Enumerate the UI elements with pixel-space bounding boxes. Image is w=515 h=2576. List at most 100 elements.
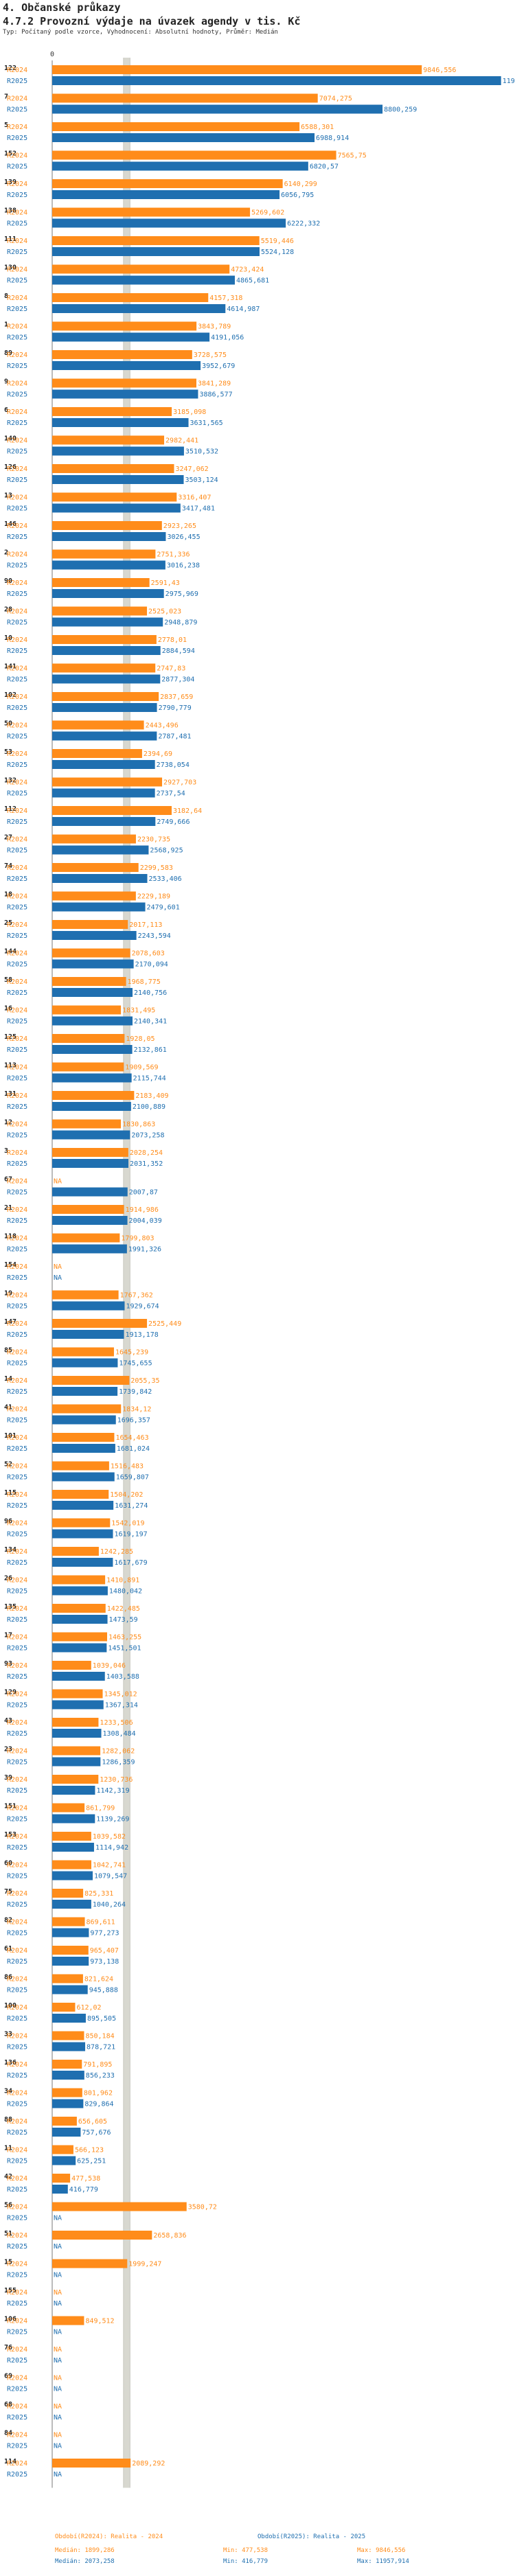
series-label-2024: R2024 — [7, 1548, 27, 1556]
group-label: 111 — [4, 235, 16, 243]
value-label-2025: 1114,942 — [95, 1844, 128, 1852]
bar-2024 — [52, 1661, 91, 1670]
value-label-2025: 3026,455 — [167, 533, 200, 541]
series-label-2024: R2024 — [7, 1463, 27, 1471]
series-label-2024: R2024 — [7, 1862, 27, 1870]
value-label-2025: 4865,681 — [236, 277, 269, 285]
series-label-2024: R2024 — [7, 295, 27, 302]
bar-2025 — [52, 674, 161, 684]
bar-2024 — [52, 863, 139, 872]
value-label-2024: NA — [54, 2375, 62, 2382]
value-label-2024: 2778,01 — [158, 636, 187, 644]
series-label-2024: R2024 — [7, 2175, 27, 2183]
value-label-2025: 829,864 — [84, 2101, 113, 2108]
series-label-2024: R2024 — [7, 579, 27, 587]
series-label-2025: R2025 — [7, 2272, 27, 2279]
group-label: 106 — [4, 2316, 16, 2323]
series-label-2024: R2024 — [7, 2004, 27, 2012]
bar-2025 — [52, 1358, 118, 1368]
value-label-2024: 5519,446 — [261, 238, 294, 245]
series-label-2024: R2024 — [7, 1178, 27, 1186]
group-label: 144 — [4, 948, 16, 956]
value-label-2025: 2738,054 — [157, 761, 190, 769]
value-label-2025: 2568,925 — [150, 847, 183, 855]
value-label-2024: 1645,239 — [115, 1349, 148, 1357]
bar-2024 — [52, 1119, 122, 1129]
group-label: 151 — [4, 1803, 16, 1810]
group-label: 58 — [4, 976, 12, 984]
value-label-2025: 3631,565 — [190, 419, 223, 427]
group-label: 52 — [4, 1461, 12, 1469]
value-label-2024: 791,895 — [83, 2061, 112, 2069]
bar-2025 — [52, 959, 134, 969]
group-label: 135 — [4, 1603, 16, 1611]
series-label-2025: R2025 — [7, 363, 27, 370]
value-label-2025: 1739,842 — [119, 1388, 152, 1396]
series-label-2025: R2025 — [7, 448, 27, 456]
bar-2025 — [52, 389, 198, 399]
series-label-2025: R2025 — [7, 619, 27, 627]
bar-2024 — [52, 2174, 71, 2183]
bar-2024 — [52, 1490, 109, 1499]
bar-2024 — [52, 264, 230, 274]
bar-2025 — [52, 931, 137, 940]
series-label-2024: R2024 — [7, 1235, 27, 1243]
group-label: 93 — [4, 1660, 12, 1668]
bar-2025 — [52, 1729, 102, 1738]
group-label: 34 — [4, 2088, 12, 2095]
value-label-2024: 2089,292 — [132, 2460, 165, 2468]
series-label-2024: R2024 — [7, 67, 27, 74]
value-label-2024: 1282,062 — [102, 1748, 135, 1756]
group-label: 51 — [4, 2230, 12, 2238]
series-label-2025: R2025 — [7, 790, 27, 798]
bar-2024 — [52, 2117, 77, 2126]
bar-2024 — [52, 1547, 99, 1556]
bar-2025 — [52, 845, 149, 855]
value-label-2025: 2787,481 — [158, 733, 191, 741]
bar-2025 — [52, 503, 181, 513]
series-label-2024: R2024 — [7, 608, 27, 616]
group-label: 6 — [4, 406, 8, 414]
group-label: 21 — [4, 1204, 12, 1212]
series-label-2024: R2024 — [7, 409, 27, 416]
group-label: 132 — [4, 777, 16, 785]
series-label-2024: R2024 — [7, 1634, 27, 1642]
value-label-2025: 2790,779 — [159, 704, 192, 712]
group-label: 96 — [4, 1518, 12, 1526]
group-label: 118 — [4, 1233, 16, 1241]
bar-2025 — [52, 104, 383, 114]
value-label-2025: 856,233 — [86, 2072, 115, 2080]
value-label-2024: 821,624 — [84, 1976, 113, 1983]
bar-2025 — [52, 1786, 95, 1795]
series-label-2025: R2025 — [7, 277, 27, 285]
value-label-2024: 7074,275 — [319, 95, 352, 103]
group-label: 41 — [4, 1404, 12, 1412]
bar-2025 — [52, 1159, 129, 1168]
bar-2024 — [52, 293, 209, 302]
series-label-2025: R2025 — [7, 533, 27, 541]
series-label-2025: R2025 — [7, 78, 27, 85]
series-label-2025: R2025 — [7, 904, 27, 912]
series-label-2025: R2025 — [7, 2215, 27, 2222]
bar-2025 — [52, 1216, 128, 1225]
value-label-2024: 2183,409 — [135, 1092, 168, 1100]
series-label-2025: R2025 — [7, 1388, 27, 1396]
value-label-2024: NA — [54, 2403, 62, 2411]
group-label: 122 — [4, 65, 16, 72]
series-label-2024: R2024 — [7, 522, 27, 530]
bar-2025 — [52, 2071, 84, 2080]
series-label-2024: R2024 — [7, 2118, 27, 2126]
series-label-2025: R2025 — [7, 1046, 27, 1054]
series-label-2025: R2025 — [7, 1331, 27, 1339]
value-label-2024: 3182,64 — [173, 807, 202, 815]
series-label-2025: R2025 — [7, 1502, 27, 1510]
series-label-2024: R2024 — [7, 437, 27, 445]
bar-2025 — [52, 817, 156, 826]
series-label-2025: R2025 — [7, 1616, 27, 1624]
series-label-2025: R2025 — [7, 1531, 27, 1539]
group-label: 130 — [4, 264, 16, 272]
value-label-2024: 1834,12 — [122, 1406, 151, 1414]
value-label-2024: 2055,35 — [130, 1377, 159, 1385]
bar-2025 — [52, 703, 157, 712]
series-label-2024: R2024 — [7, 494, 27, 502]
